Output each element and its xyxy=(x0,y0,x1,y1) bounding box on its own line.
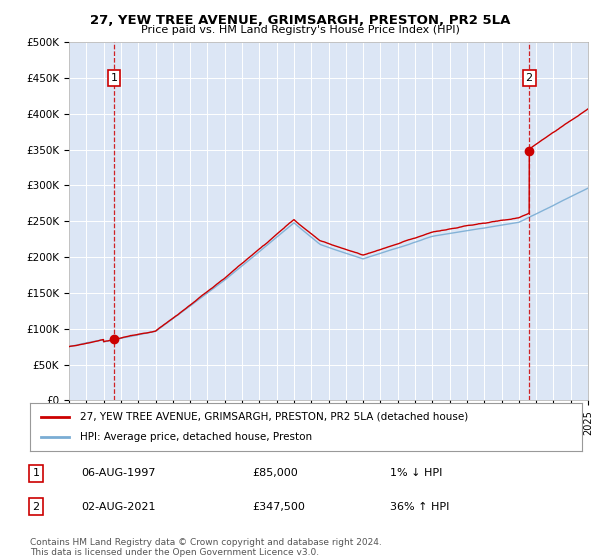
Text: Contains HM Land Registry data © Crown copyright and database right 2024.
This d: Contains HM Land Registry data © Crown c… xyxy=(30,538,382,557)
Text: Price paid vs. HM Land Registry's House Price Index (HPI): Price paid vs. HM Land Registry's House … xyxy=(140,25,460,35)
Text: 2: 2 xyxy=(526,73,533,83)
Text: 02-AUG-2021: 02-AUG-2021 xyxy=(81,502,155,512)
Text: 27, YEW TREE AVENUE, GRIMSARGH, PRESTON, PR2 5LA (detached house): 27, YEW TREE AVENUE, GRIMSARGH, PRESTON,… xyxy=(80,412,468,422)
Text: HPI: Average price, detached house, Preston: HPI: Average price, detached house, Pres… xyxy=(80,432,312,442)
Text: £347,500: £347,500 xyxy=(252,502,305,512)
Text: 1: 1 xyxy=(32,468,40,478)
Text: 27, YEW TREE AVENUE, GRIMSARGH, PRESTON, PR2 5LA: 27, YEW TREE AVENUE, GRIMSARGH, PRESTON,… xyxy=(90,14,510,27)
Text: 36% ↑ HPI: 36% ↑ HPI xyxy=(390,502,449,512)
Text: 06-AUG-1997: 06-AUG-1997 xyxy=(81,468,155,478)
Text: 1: 1 xyxy=(110,73,118,83)
Text: 1% ↓ HPI: 1% ↓ HPI xyxy=(390,468,442,478)
Text: 2: 2 xyxy=(32,502,40,512)
Text: £85,000: £85,000 xyxy=(252,468,298,478)
